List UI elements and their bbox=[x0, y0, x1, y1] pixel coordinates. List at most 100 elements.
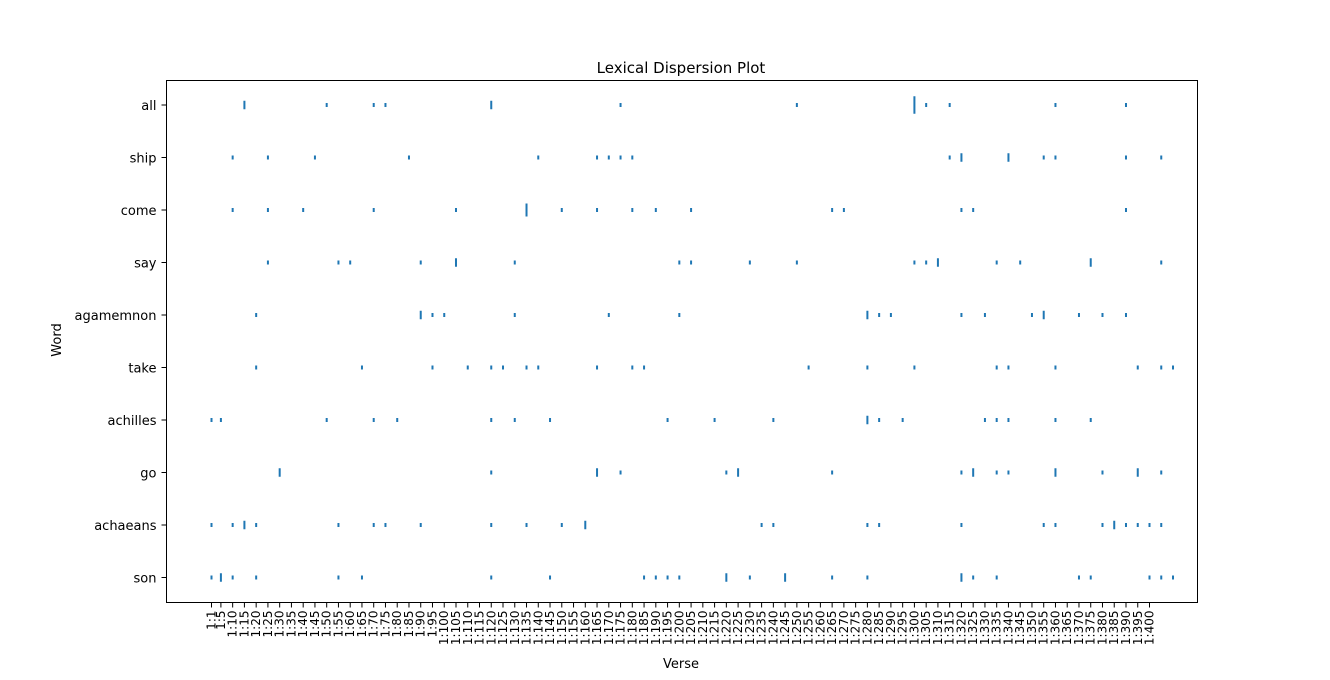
mark-achaeans bbox=[231, 523, 234, 527]
mark-achilles bbox=[513, 418, 516, 422]
x-tick-label: 1:375 bbox=[1084, 611, 1098, 646]
y-tick-label: say bbox=[134, 257, 157, 272]
x-tick-label: 1:65 bbox=[355, 611, 369, 638]
y-tick-label: go bbox=[140, 467, 156, 482]
mark-achaeans bbox=[878, 523, 881, 527]
x-tick-label: 1:100 bbox=[437, 611, 451, 646]
mark-all bbox=[795, 103, 798, 107]
x-tick-label: 1:335 bbox=[990, 611, 1004, 646]
x-tick-label: 1:30 bbox=[273, 611, 287, 638]
x-tick-label: 1:90 bbox=[414, 611, 428, 638]
mark-go bbox=[619, 470, 622, 475]
mark-achilles bbox=[210, 418, 213, 422]
mark-son bbox=[1089, 575, 1092, 580]
mark-go bbox=[1054, 468, 1057, 477]
y-tick-label: take bbox=[128, 362, 156, 377]
x-tick-label: 1:150 bbox=[555, 611, 569, 646]
mark-achaeans bbox=[372, 523, 375, 527]
mark-take bbox=[490, 365, 493, 370]
mark-go bbox=[972, 468, 975, 477]
mark-come bbox=[266, 208, 269, 212]
x-tick-label: 1:50 bbox=[320, 611, 334, 638]
x-tick-label: 1:380 bbox=[1095, 611, 1109, 646]
mark-say bbox=[690, 260, 693, 265]
mark-achilles bbox=[995, 418, 998, 422]
x-tick-label: 1:265 bbox=[825, 611, 839, 646]
mark-achilles bbox=[325, 418, 328, 422]
mark-achilles bbox=[1007, 418, 1010, 422]
mark-ship bbox=[1054, 155, 1057, 160]
mark-son bbox=[1148, 575, 1151, 580]
chart-title: Lexical Dispersion Plot bbox=[597, 59, 766, 77]
mark-go bbox=[1101, 470, 1104, 475]
mark-all bbox=[384, 103, 387, 107]
mark-achaeans bbox=[1101, 523, 1104, 527]
mark-ship bbox=[619, 155, 622, 160]
mark-go bbox=[1136, 468, 1139, 477]
mark-say bbox=[337, 260, 340, 265]
x-tick-label: 1:135 bbox=[520, 611, 534, 646]
mark-go bbox=[725, 470, 728, 475]
mark-all bbox=[1054, 103, 1057, 107]
mark-ship bbox=[1042, 155, 1045, 160]
x-tick-label: 1:155 bbox=[567, 611, 581, 646]
mark-son bbox=[784, 573, 787, 582]
mark-son bbox=[210, 575, 213, 580]
mark-agamemnon bbox=[878, 313, 881, 317]
x-axis-label: Verse bbox=[663, 657, 699, 672]
mark-achilles bbox=[878, 418, 881, 422]
mark-achaeans bbox=[1054, 523, 1057, 527]
mark-say bbox=[678, 260, 681, 265]
x-tick-label: 1:300 bbox=[907, 611, 921, 646]
y-tick-label: son bbox=[134, 572, 157, 587]
mark-take bbox=[1054, 365, 1057, 370]
mark-agamemnon bbox=[443, 313, 446, 317]
mark-achaeans bbox=[419, 523, 422, 527]
x-tick-label: 1:355 bbox=[1037, 611, 1051, 646]
mark-come bbox=[1124, 208, 1127, 212]
mark-achaeans bbox=[1113, 520, 1116, 530]
mark-take bbox=[537, 365, 540, 370]
mark-achaeans bbox=[210, 523, 213, 527]
mark-say bbox=[349, 260, 352, 265]
mark-son bbox=[725, 573, 728, 582]
mark-agamemnon bbox=[1101, 313, 1104, 317]
x-tick-label: 1:175 bbox=[614, 611, 628, 646]
mark-agamemnon bbox=[678, 313, 681, 317]
mark-all bbox=[913, 96, 916, 114]
mark-son bbox=[643, 575, 646, 580]
mark-ship bbox=[266, 155, 269, 160]
mark-achaeans bbox=[243, 520, 246, 530]
x-tick-label: 1:235 bbox=[755, 611, 769, 646]
x-tick-label: 1:120 bbox=[484, 611, 498, 646]
x-tick-label: 1:340 bbox=[1001, 611, 1015, 646]
x-tick-label: 1:365 bbox=[1060, 611, 1074, 646]
mark-ship bbox=[1007, 153, 1010, 162]
mark-ship bbox=[960, 153, 963, 162]
mark-take bbox=[525, 365, 528, 370]
x-tick-label: 1:180 bbox=[625, 611, 639, 646]
x-tick-label: 1:290 bbox=[884, 611, 898, 646]
mark-son bbox=[831, 575, 834, 580]
x-tick-label: 1:130 bbox=[508, 611, 522, 646]
mark-come bbox=[302, 208, 305, 212]
mark-come bbox=[525, 203, 528, 217]
x-tick-label: 1:55 bbox=[331, 611, 345, 638]
x-tick-label: 1:230 bbox=[743, 611, 757, 646]
x-tick-label: 1:350 bbox=[1025, 611, 1039, 646]
x-tick-label: 1:205 bbox=[684, 611, 698, 646]
y-tick-label: ship bbox=[130, 152, 157, 167]
mark-go bbox=[831, 470, 834, 475]
mark-achaeans bbox=[1124, 523, 1127, 527]
x-tick-label: 1:390 bbox=[1119, 611, 1133, 646]
mark-achaeans bbox=[772, 523, 775, 527]
mark-achilles bbox=[666, 418, 669, 422]
x-tick-label: 1:295 bbox=[896, 611, 910, 646]
mark-son bbox=[866, 575, 869, 580]
x-tick-label: 1:275 bbox=[849, 611, 863, 646]
mark-take bbox=[913, 365, 916, 370]
x-tick-label: 1:330 bbox=[978, 611, 992, 646]
x-tick-label: 1:325 bbox=[966, 611, 980, 646]
